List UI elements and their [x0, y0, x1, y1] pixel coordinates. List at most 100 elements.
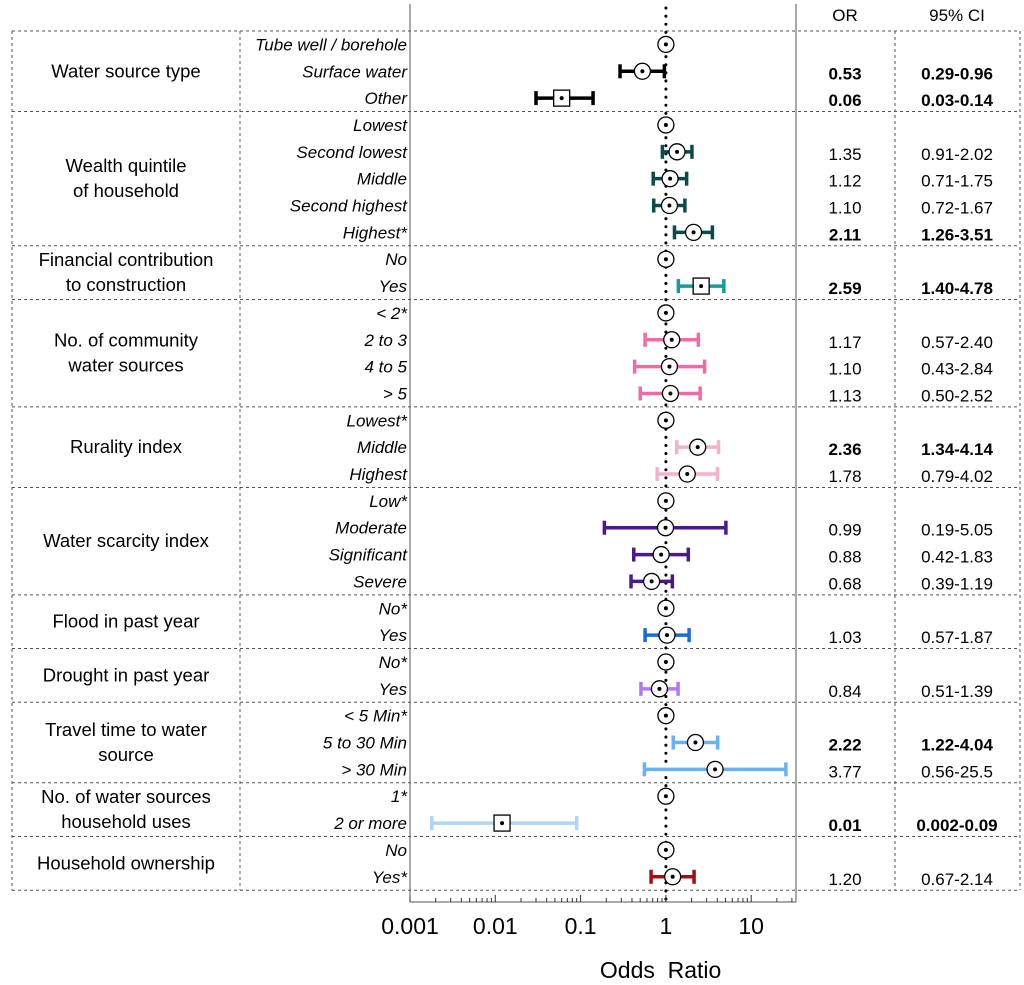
- x-tick-label: 1: [660, 913, 673, 939]
- or-value: 2.36: [828, 440, 861, 459]
- estimate-dot: [675, 149, 680, 154]
- or-value: 2.11: [829, 225, 861, 244]
- estimate-dot: [691, 230, 696, 235]
- ci-value: 0.79-4.02: [921, 467, 993, 486]
- or-value: 0.88: [828, 548, 861, 567]
- group-label: Flood in past year: [52, 611, 199, 632]
- ci-value: 0.19-5.05: [921, 521, 993, 540]
- level-label: Low*: [369, 492, 408, 511]
- level-label: 4 to 5: [364, 358, 407, 377]
- level-label: 2 to 3: [363, 331, 407, 350]
- level-label: > 30 Min: [341, 760, 407, 779]
- x-tick-label: 0.01: [473, 913, 518, 939]
- group-label: No. of water sources: [41, 786, 211, 807]
- group-label: water sources: [67, 355, 183, 376]
- ci-value: 0.91-2.02: [921, 145, 993, 164]
- level-label: > 5: [383, 384, 408, 403]
- level-label: Severe: [353, 572, 407, 591]
- level-label: No: [385, 841, 407, 860]
- text-layer: OR 95% CI Water source type Tube well / bor…: [37, 6, 998, 983]
- estimate-dot: [663, 659, 668, 664]
- estimate-dot: [663, 257, 668, 262]
- or-column-header: OR: [832, 6, 858, 25]
- x-tick-label: 10: [738, 913, 764, 939]
- estimate-dot: [667, 364, 672, 369]
- estimate-dot: [693, 740, 698, 745]
- level-label: Highest*: [343, 223, 409, 242]
- estimate-dot: [695, 445, 700, 450]
- or-value: 3.77: [828, 762, 861, 781]
- or-value: 2.22: [828, 736, 861, 755]
- ci-value: 0.67-2.14: [921, 870, 993, 889]
- group-label: Household ownership: [37, 852, 215, 873]
- group-label: No. of community: [54, 330, 199, 351]
- level-label: No*: [379, 599, 409, 618]
- ci-value: 0.43-2.84: [921, 360, 993, 379]
- estimate-dot: [500, 821, 505, 826]
- or-value: 0.06: [828, 91, 861, 110]
- estimate-dot: [699, 284, 704, 289]
- estimate-dot: [664, 633, 669, 638]
- group-label: Drought in past year: [43, 664, 210, 685]
- ci-value: 1.40-4.78: [921, 279, 993, 298]
- ci-value: 0.002-0.09: [916, 816, 997, 835]
- level-label: < 2*: [376, 304, 408, 323]
- estimate-dot: [663, 498, 668, 503]
- group-label: Water source type: [51, 60, 200, 81]
- estimate-dot: [685, 472, 690, 477]
- ci-value: 0.42-1.83: [921, 548, 993, 567]
- x-tick-label: 0.001: [381, 913, 439, 939]
- level-label: Yes: [379, 680, 408, 699]
- group-label: to construction: [66, 274, 186, 295]
- ci-value: 1.34-4.14: [921, 440, 993, 459]
- level-label: Tube well / borehole: [255, 35, 407, 54]
- level-label: Lowest: [353, 116, 408, 135]
- ci-value: 0.03-0.14: [921, 91, 993, 110]
- estimate-dot: [559, 96, 564, 101]
- level-label: Second highest: [290, 197, 408, 216]
- estimate-dot: [663, 122, 668, 127]
- group-label: Wealth quintile: [65, 155, 186, 176]
- or-value: 1.13: [828, 386, 861, 405]
- or-value: 0.84: [828, 682, 861, 701]
- level-label: Middle: [357, 170, 407, 189]
- group-label: source: [98, 744, 154, 765]
- group-label: Financial contribution: [39, 249, 214, 270]
- level-label: 5 to 30 Min: [323, 734, 407, 753]
- estimate-dot: [663, 606, 668, 611]
- or-value: 1.10: [828, 360, 861, 379]
- estimate-dot: [657, 686, 662, 691]
- ci-value: 0.57-1.87: [921, 628, 993, 647]
- estimate-dot: [663, 418, 668, 423]
- x-tick-label: 0.1: [565, 913, 597, 939]
- x-axis-label: Odds Ratio: [600, 957, 721, 983]
- ci-value: 1.22-4.04: [921, 736, 993, 755]
- level-label: 1*: [391, 787, 408, 806]
- level-label: Second lowest: [296, 143, 408, 162]
- level-label: No: [385, 250, 407, 269]
- level-label: < 5 Min*: [344, 707, 408, 726]
- level-label: No*: [379, 653, 409, 672]
- estimate-dot: [668, 176, 673, 181]
- estimate-dot: [713, 767, 718, 772]
- or-value: 0.01: [828, 816, 861, 835]
- or-value: 1.78: [828, 467, 861, 486]
- estimate-dot: [663, 847, 668, 852]
- level-label: Yes*: [372, 868, 408, 887]
- level-label: Surface water: [302, 62, 408, 81]
- or-value: 1.03: [828, 628, 861, 647]
- group-label: household uses: [61, 811, 191, 832]
- ci-value: 0.39-1.19: [921, 574, 993, 593]
- ci-value: 1.26-3.51: [921, 225, 993, 244]
- ci-value: 0.50-2.52: [921, 386, 993, 405]
- group-label: Rurality index: [70, 436, 183, 457]
- or-value: 0.53: [828, 64, 861, 83]
- estimate-dot: [670, 874, 675, 879]
- or-value: 2.59: [828, 279, 861, 298]
- level-label: Middle: [357, 438, 407, 457]
- group-label: Travel time to water: [45, 719, 207, 740]
- ci-value: 0.51-1.39: [921, 682, 993, 701]
- estimate-dot: [649, 579, 654, 584]
- estimate-dot: [659, 552, 664, 557]
